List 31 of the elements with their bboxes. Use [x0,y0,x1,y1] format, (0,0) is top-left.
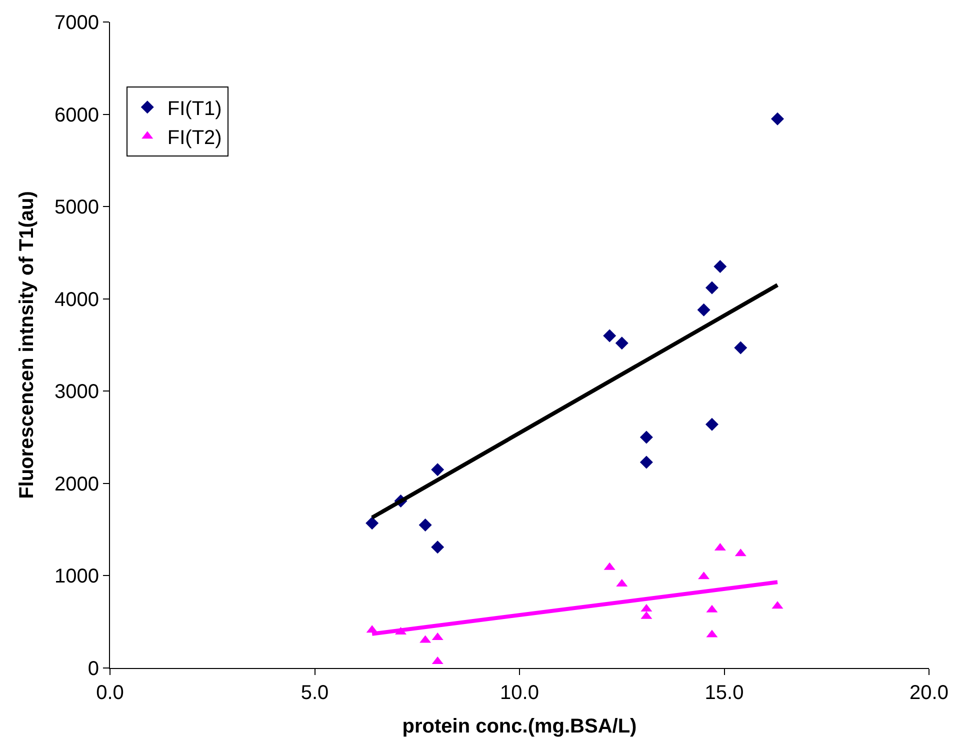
y-tick-label: 0 [88,658,99,680]
x-tick-label: 15.0 [704,682,744,704]
x-tick-label: 0.0 [96,682,124,704]
point [734,341,748,354]
point [615,336,628,350]
y-axis-title: Fluorescencen intnsity of T1(au) [16,191,38,499]
y-tick-label: 6000 [54,104,99,126]
point [705,418,718,431]
legend-label: FI(T2) [167,126,222,149]
y-tick-label: 7000 [54,12,99,34]
point [705,281,718,294]
point [640,430,653,444]
y-tick-label: 2000 [54,473,99,496]
x-tick-label: 20.0 [910,682,948,704]
point [418,518,432,532]
point [603,329,616,342]
x-tick-label: 5.0 [300,682,329,704]
point [640,456,653,469]
point [431,540,444,554]
x-tick-label: 10.0 [500,682,539,704]
point [770,112,784,126]
y-tick-label: 4000 [54,288,99,311]
point [431,463,444,476]
x-axis-title: protein conc.(mg.BSA/L) [402,716,637,738]
y-tick-label: 5000 [54,196,99,219]
legend-label: FI(T1) [167,98,222,120]
y-tick-label: 1000 [54,566,99,588]
point [366,516,379,530]
y-tick-label: 3000 [54,381,99,404]
point [697,303,710,316]
point [714,260,727,274]
